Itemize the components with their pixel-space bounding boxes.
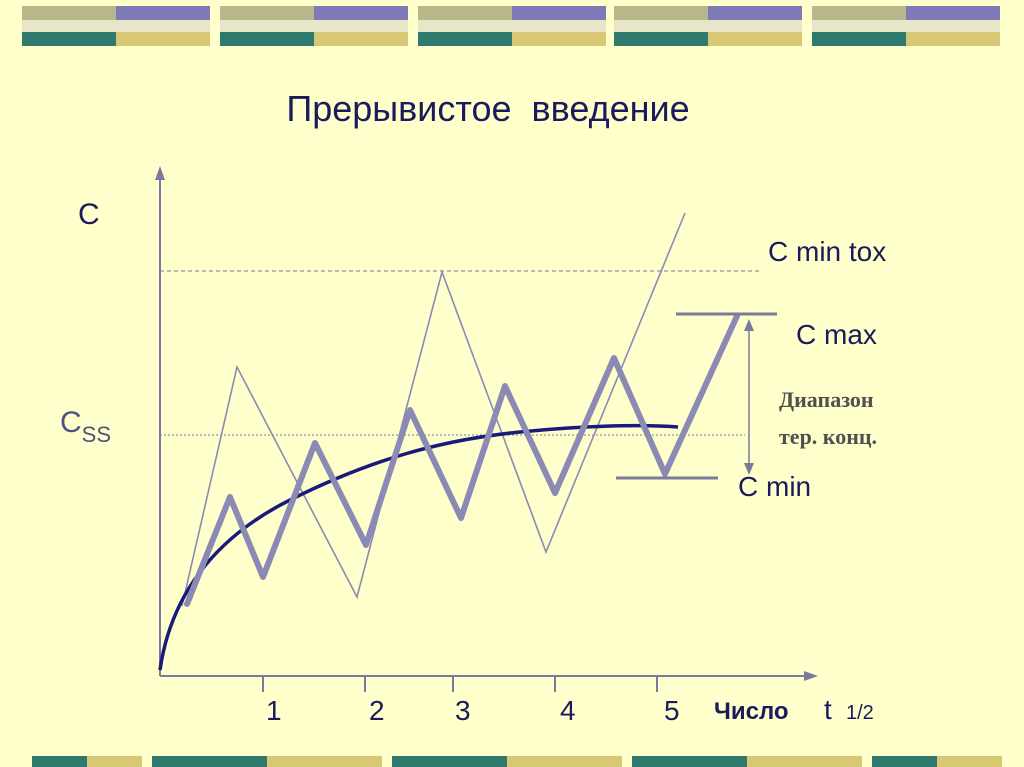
decor-block [22, 6, 210, 46]
x-axis-caption-word: Число [714, 698, 789, 725]
decor-block [872, 756, 1002, 767]
css-label-subscript: SS [81, 422, 112, 447]
top-decorative-bar [0, 6, 1024, 46]
x-tick-label-3: 3 [455, 695, 471, 726]
x-axis-arrowhead [804, 671, 818, 681]
x-axis-caption-half: 1/2 [846, 702, 874, 724]
decor-block [220, 6, 408, 46]
range-arrow-head-bottom [744, 463, 754, 475]
decor-block [812, 6, 1000, 46]
bottom-decorative-bar [0, 756, 1024, 767]
css-label-main: C [60, 406, 82, 439]
decor-block [152, 756, 382, 767]
thick-zigzag-line [184, 313, 740, 607]
x-tick-label-4: 4 [560, 695, 576, 726]
range-label-line1: Диапазон [779, 387, 874, 412]
c-min-tox-label: C min tox [768, 236, 887, 267]
thin-zigzag-line [181, 212, 686, 607]
c-max-label: C max [796, 319, 877, 350]
decor-block [418, 6, 606, 46]
decor-block [614, 6, 802, 46]
x-tick-label-2: 2 [369, 695, 385, 726]
decor-block [392, 756, 622, 767]
slide-title: Прерывистое введение [286, 88, 690, 129]
range-label-line2: тер. конц. [779, 424, 878, 449]
css-label: CSS [60, 406, 111, 447]
x-tick-label-5: 5 [664, 695, 680, 726]
y-axis-arrowhead [155, 166, 165, 180]
x-axis-caption-t: t [824, 694, 832, 725]
decor-block [32, 756, 142, 767]
c-min-label: C min [738, 471, 812, 502]
x-tick-label-1: 1 [266, 695, 282, 726]
css-curve [158, 423, 679, 671]
range-arrow-head-top [744, 319, 754, 331]
y-axis-label: C [78, 198, 100, 231]
decor-block [632, 756, 862, 767]
